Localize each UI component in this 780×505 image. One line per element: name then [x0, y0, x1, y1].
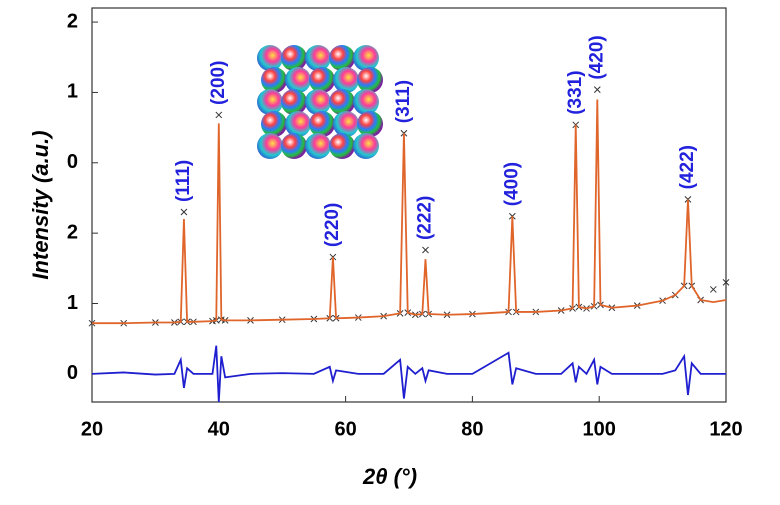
crystal-atom [353, 45, 379, 71]
crystal-atom [309, 111, 335, 137]
crystal-atom [309, 67, 335, 93]
y-tick-label: 1 [67, 81, 78, 103]
x-axis-label: 2θ (°) [362, 464, 417, 489]
observed-marker [709, 286, 717, 293]
crystal-atom [305, 133, 331, 159]
crystal-atom [281, 89, 307, 115]
crystal-atom [281, 45, 307, 71]
y-tick-label: 2 [67, 221, 78, 243]
crystal-atom [261, 111, 287, 137]
crystal-illustration [257, 45, 383, 159]
peak-label: (422) [677, 145, 698, 189]
y-axis-label: Intensity (a.u.) [28, 130, 53, 279]
y-tick-label: 0 [67, 151, 78, 173]
crystal-atom [353, 89, 379, 115]
plot-frame [91, 7, 727, 403]
x-tick-label: 40 [208, 418, 230, 440]
x-tick-label: 20 [81, 418, 103, 440]
observed-marker [180, 208, 188, 216]
peak-label: (311) [393, 80, 414, 123]
peak-label: (331) [565, 70, 586, 114]
x-tick-label: 80 [461, 418, 483, 440]
peak-label: (220) [322, 203, 343, 247]
crystal-atom [261, 67, 287, 93]
crystal-atom [329, 133, 355, 159]
y-tick-label: 2 [67, 10, 78, 32]
peak-label: (111) [173, 160, 194, 202]
series-line [92, 99, 727, 325]
peak-label: (400) [501, 162, 522, 206]
crystal-atom [357, 67, 383, 93]
x-tick-label: 120 [709, 418, 742, 440]
crystal-atom [305, 45, 331, 71]
crystal-atom [257, 45, 283, 71]
crystal-atom [329, 45, 355, 71]
peak-label: (200) [208, 61, 229, 105]
crystal-atom [285, 111, 311, 137]
series-line [91, 345, 726, 403]
x-tick-label: 100 [583, 418, 616, 440]
y-tick-label: 0 [67, 362, 78, 384]
x-tick-label: 60 [334, 418, 356, 440]
observed-marker [422, 246, 429, 254]
crystal-atom [353, 133, 379, 159]
crystal-atom [329, 89, 355, 115]
crystal-atom [281, 133, 307, 159]
crystal-atom [257, 89, 283, 115]
peak-label: (222) [414, 196, 435, 240]
peak-label: (420) [586, 35, 607, 79]
crystal-atom [333, 67, 359, 93]
y-tick-label: 1 [67, 292, 78, 314]
crystal-atom [285, 67, 311, 93]
crystal-atom [357, 111, 383, 137]
crystal-atom [333, 111, 359, 137]
crystal-atom [257, 133, 283, 159]
observed-marker [215, 111, 223, 119]
observed-marker [593, 86, 601, 93]
observed-marker [722, 279, 730, 286]
crystal-atom [305, 89, 331, 115]
